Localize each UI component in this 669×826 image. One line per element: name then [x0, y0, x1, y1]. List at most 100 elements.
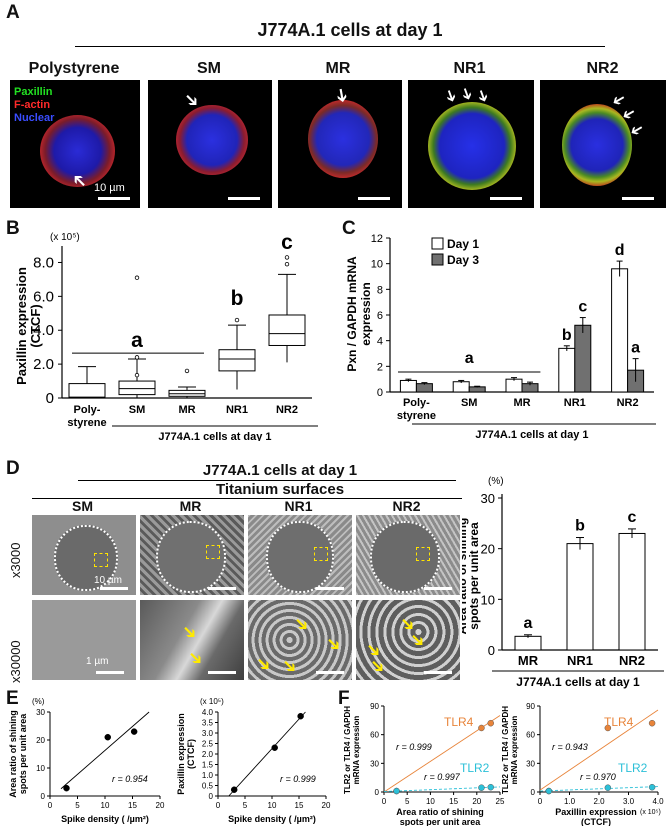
legend-factin: F-actin — [14, 99, 51, 111]
scalebar — [490, 197, 522, 200]
category-label: SM — [129, 404, 146, 416]
sem-mr-x3000 — [140, 515, 244, 595]
group-letter: a — [465, 350, 474, 367]
multiplier-label: (x 10⁵) — [640, 809, 661, 816]
sem-mr-x30000: ➔ ➔ — [140, 600, 244, 680]
y-axis-label: Paxillin expression — [14, 267, 29, 385]
x-tick-label: 20 — [322, 801, 331, 810]
scalebar — [316, 587, 344, 590]
x-tick-label: 5 — [405, 797, 410, 806]
y-tick-label: 4 — [377, 336, 383, 348]
x-axis-label: Paxillin expression — [555, 807, 637, 817]
box — [118, 380, 156, 396]
x-axis-label-2: (CTCF) — [581, 817, 611, 826]
x-tick-label: 25 — [496, 797, 505, 806]
trend-line — [228, 711, 306, 797]
sem-nr2-x3000 — [356, 515, 460, 595]
unit-label: (%) — [488, 476, 504, 487]
scalebar — [358, 197, 390, 200]
data-point — [604, 784, 612, 791]
box — [218, 349, 256, 372]
y-axis-label-2: spots per unit area — [467, 522, 481, 630]
y-tick-label: 0 — [209, 792, 214, 801]
r-value-tlr4: r = 0.943 — [552, 742, 588, 752]
category-label: SM — [461, 397, 478, 409]
micrograph-nr1: ➔ ➔ ➔ — [408, 80, 534, 208]
category-label: NR1 — [567, 653, 593, 668]
panel-d-col-nr2: NR2 — [392, 498, 421, 514]
arrow-icon: ➔ — [251, 651, 277, 677]
y-axis-label: TLR2 or TLR4 / GAPDH — [343, 706, 352, 794]
x-tick-label: 5 — [75, 801, 80, 810]
y-axis-label-2: mRNA expression — [352, 716, 361, 785]
panel-a-col-nr1: NR1 — [453, 60, 486, 77]
sem-nr1-x30000: ➔ ➔ ➔ ➔ — [248, 600, 352, 680]
cell-outline — [156, 521, 226, 593]
y-tick-label: 1.5 — [202, 761, 214, 770]
panel-d-col-sm: SM — [72, 498, 93, 514]
chart-c: 0 2 4 6 8 10 12 Pxn / GAPDH mRNA expression Poly-… — [345, 233, 656, 441]
category-label: MR — [518, 653, 539, 668]
panel-d-col-mr: MR — [179, 498, 202, 514]
row-label-x30000: x30000 — [0, 625, 30, 685]
x-tick-label: 20 — [472, 797, 481, 806]
y-tick-label: 0 — [46, 390, 54, 407]
outlier-point — [184, 368, 190, 374]
group-letter: b — [575, 518, 585, 535]
y-tick-label: 30 — [526, 759, 535, 768]
y-tick-label: 60 — [370, 731, 379, 740]
group-letter: a — [524, 615, 533, 632]
data-point — [545, 787, 553, 795]
y-axis-label-2: mRNA expression — [510, 716, 519, 785]
bar — [566, 543, 594, 651]
panel-d-title-rule — [78, 480, 456, 481]
panel-letter-e: E — [6, 688, 19, 709]
cell-outline — [370, 521, 440, 593]
panel-d-title: J774A.1 cells at day 1 — [202, 462, 358, 479]
bar — [574, 324, 592, 393]
scalebar — [100, 587, 128, 590]
category-label: styrene — [67, 417, 106, 429]
outlier-point — [284, 261, 290, 267]
y-axis-label-2: spots per unit area — [18, 713, 28, 795]
y-axis-label-2: (CTCF) — [28, 304, 43, 347]
y-tick-label: 0 — [377, 387, 383, 399]
data-point — [393, 787, 400, 795]
legend-swatch-day3 — [431, 253, 444, 266]
series-label-tlr4: TLR4 — [604, 715, 634, 729]
arrow-icon: ➔ — [177, 619, 203, 645]
data-point — [478, 784, 485, 791]
panel-d-subtitle-rule — [32, 498, 462, 499]
panel-letter-b: B — [6, 218, 20, 239]
scalebar — [208, 587, 236, 590]
outlier-point — [134, 372, 140, 378]
x-tick-label: 5 — [243, 801, 248, 810]
y-tick-label: 20 — [481, 542, 495, 557]
legend-swatch-day1 — [431, 237, 444, 250]
x-tick-label: 2.0 — [593, 797, 605, 806]
y-tick-label: 4.0 — [33, 322, 54, 339]
group-letter: a — [631, 340, 640, 357]
bar — [611, 268, 629, 393]
y-tick-label: 0 — [41, 792, 46, 801]
outlier-point — [134, 275, 140, 280]
data-point — [478, 724, 485, 732]
group-letter: c — [578, 299, 587, 316]
chart-e-left: 0 10 20 30 0 5 10 15 20 (%) Area ratio of shining s… — [8, 697, 165, 824]
chart-f-right: 0 30 60 90 0 1.0 2.0 3.0 4.0 TLR2 or TLR4 / GAPDH… — [501, 702, 664, 826]
panel-a-col-nr2: NR2 — [586, 60, 619, 77]
series-label-tlr4: TLR4 — [444, 715, 474, 729]
category-label: NR1 — [564, 397, 586, 409]
sem-nr1-x3000 — [248, 515, 352, 595]
y-tick-label: 60 — [526, 731, 535, 740]
y-axis-label: Paxillin expression — [176, 713, 186, 795]
bar — [514, 635, 542, 651]
y-tick-label: 30 — [36, 708, 45, 717]
panel-a-col-sm: SM — [197, 60, 221, 77]
y-tick-label: 90 — [370, 702, 379, 711]
x-axis-label: Spike density ( /µm²) — [228, 814, 316, 824]
y-tick-label: 10 — [371, 259, 383, 271]
series-label-tlr2: TLR2 — [618, 761, 648, 775]
outlier-point — [284, 255, 290, 260]
